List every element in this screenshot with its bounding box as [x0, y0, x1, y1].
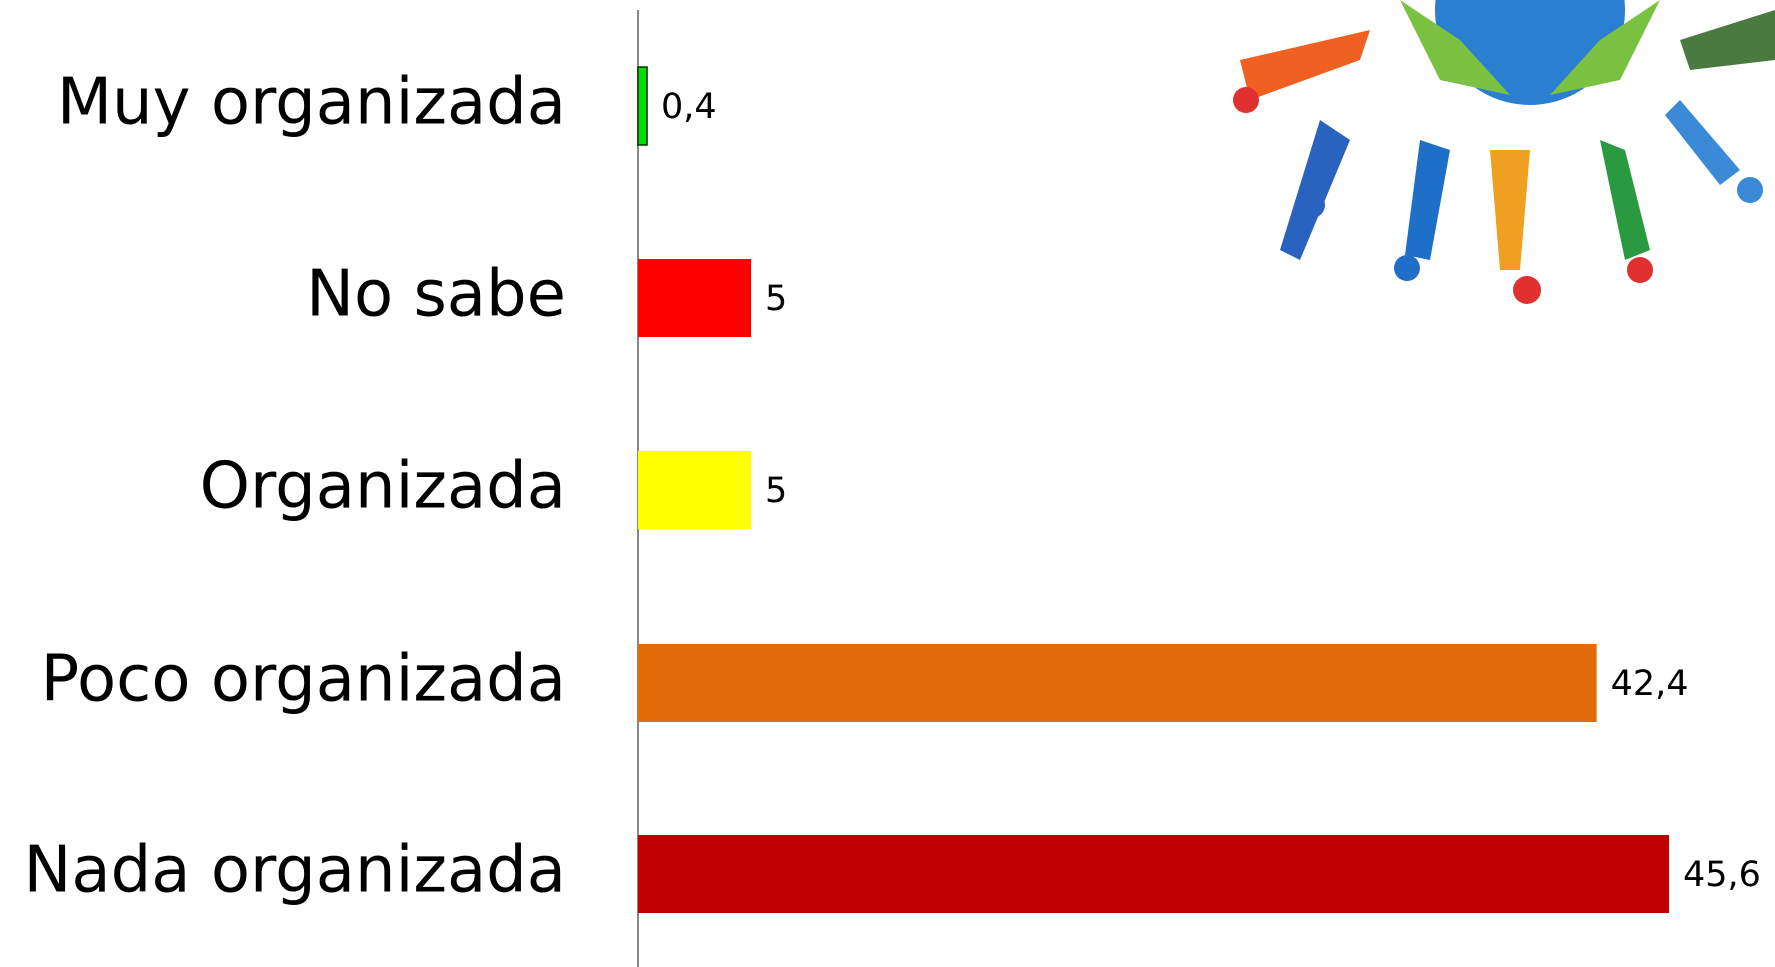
bar	[638, 451, 751, 529]
category-label: Organizada	[200, 450, 566, 524]
figure-head	[1299, 192, 1325, 218]
figure-head	[1737, 177, 1763, 203]
value-label: 0,4	[661, 87, 717, 127]
figure	[1665, 100, 1740, 185]
chart: Muy organizada 0,4 No sabe 5 Organizada 5 Poco…	[0, 0, 1775, 967]
category-label: Muy organizada	[57, 66, 566, 140]
value-label: 5	[765, 279, 787, 319]
figure-head	[1394, 255, 1420, 281]
figure	[1405, 140, 1450, 260]
bar	[638, 835, 1669, 913]
figure	[1240, 30, 1370, 100]
figure	[1280, 120, 1350, 260]
page: {"chart_data": {"type": "bar", "orientat…	[0, 0, 1775, 967]
category-label: Nada organizada	[24, 834, 566, 908]
figure-head	[1627, 257, 1653, 283]
figure-head	[1513, 276, 1541, 304]
bar	[638, 259, 751, 337]
bar	[638, 67, 647, 145]
value-label: 42,4	[1611, 664, 1689, 704]
figure	[1490, 150, 1530, 270]
figure	[1600, 140, 1650, 260]
figure-head	[1233, 87, 1259, 113]
decoration	[1233, 0, 1775, 304]
bar	[638, 644, 1597, 722]
category-label: Poco organizada	[41, 643, 566, 717]
category-label: No sabe	[306, 258, 566, 332]
value-label: 45,6	[1683, 855, 1761, 895]
value-label: 5	[765, 471, 787, 511]
figure	[1680, 10, 1775, 70]
